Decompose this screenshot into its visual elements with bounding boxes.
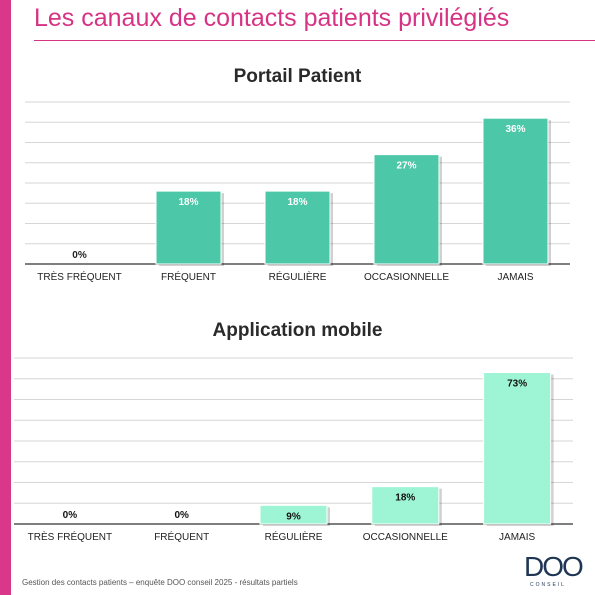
- category-label-jamais: JAMAIS: [497, 272, 533, 283]
- bar-occasionnelle: [373, 154, 440, 265]
- value-label-frequent: 18%: [178, 197, 198, 208]
- value-label-reguliere: 9%: [286, 511, 301, 522]
- doo-logo: DOO CONSEIL: [524, 553, 592, 593]
- accent-side-bar: [0, 0, 11, 595]
- category-label-occasionnelle: OCCASIONNELLE: [364, 272, 449, 283]
- value-label-reguliere: 18%: [287, 197, 307, 208]
- category-label-reguliere: RÉGULIÈRE: [269, 270, 327, 283]
- chart-portail-patient: 0% TRÈS FRÉQUENT 18% FRÉQUENT 18% RÉGULIÈRE 27…: [25, 101, 570, 283]
- value-label-tres-frequent: 0%: [72, 250, 87, 261]
- bar-jamais: [482, 117, 549, 265]
- category-label-occasionnelle: OCCASIONNELLE: [363, 532, 448, 543]
- bar-reguliere: [264, 190, 331, 265]
- bar-jamais: [483, 372, 552, 525]
- chart-title-application: Application mobile: [212, 320, 383, 341]
- value-label-jamais: 36%: [505, 124, 525, 135]
- footer-note: Gestion des contacts patients – enquête …: [22, 578, 298, 587]
- category-label-frequent: FRÉQUENT: [161, 270, 216, 283]
- bar-reguliere: [259, 504, 328, 525]
- page-title: Les canaux de contacts patients privilég…: [34, 4, 510, 32]
- category-label-tres-frequent: TRÈS FRÉQUENT: [28, 530, 112, 543]
- category-label-frequent: FRÉQUENT: [154, 530, 209, 543]
- logo-wordmark: DOO: [524, 551, 584, 582]
- value-label-occasionnelle: 27%: [396, 161, 416, 172]
- title-underline: [34, 40, 595, 41]
- category-label-jamais: JAMAIS: [499, 532, 535, 543]
- chart-title-portail: Portail Patient: [233, 66, 362, 87]
- chart-application-mobile: 0% TRÈS FRÉQUENT 0% FRÉQUENT 9% RÉGULIÈRE 18% O…: [14, 357, 573, 543]
- category-label-tres-frequent: TRÈS FRÉQUENT: [37, 270, 121, 283]
- category-label-reguliere: RÉGULIÈRE: [265, 530, 323, 543]
- bar-occasionnelle: [371, 486, 440, 525]
- value-label-frequent: 0%: [174, 510, 189, 521]
- value-label-occasionnelle: 18%: [395, 493, 415, 504]
- bar-frequent: [155, 190, 222, 265]
- logo-subtitle: CONSEIL: [530, 582, 566, 588]
- value-label-jamais: 73%: [507, 379, 527, 390]
- value-label-tres-frequent: 0%: [63, 510, 78, 521]
